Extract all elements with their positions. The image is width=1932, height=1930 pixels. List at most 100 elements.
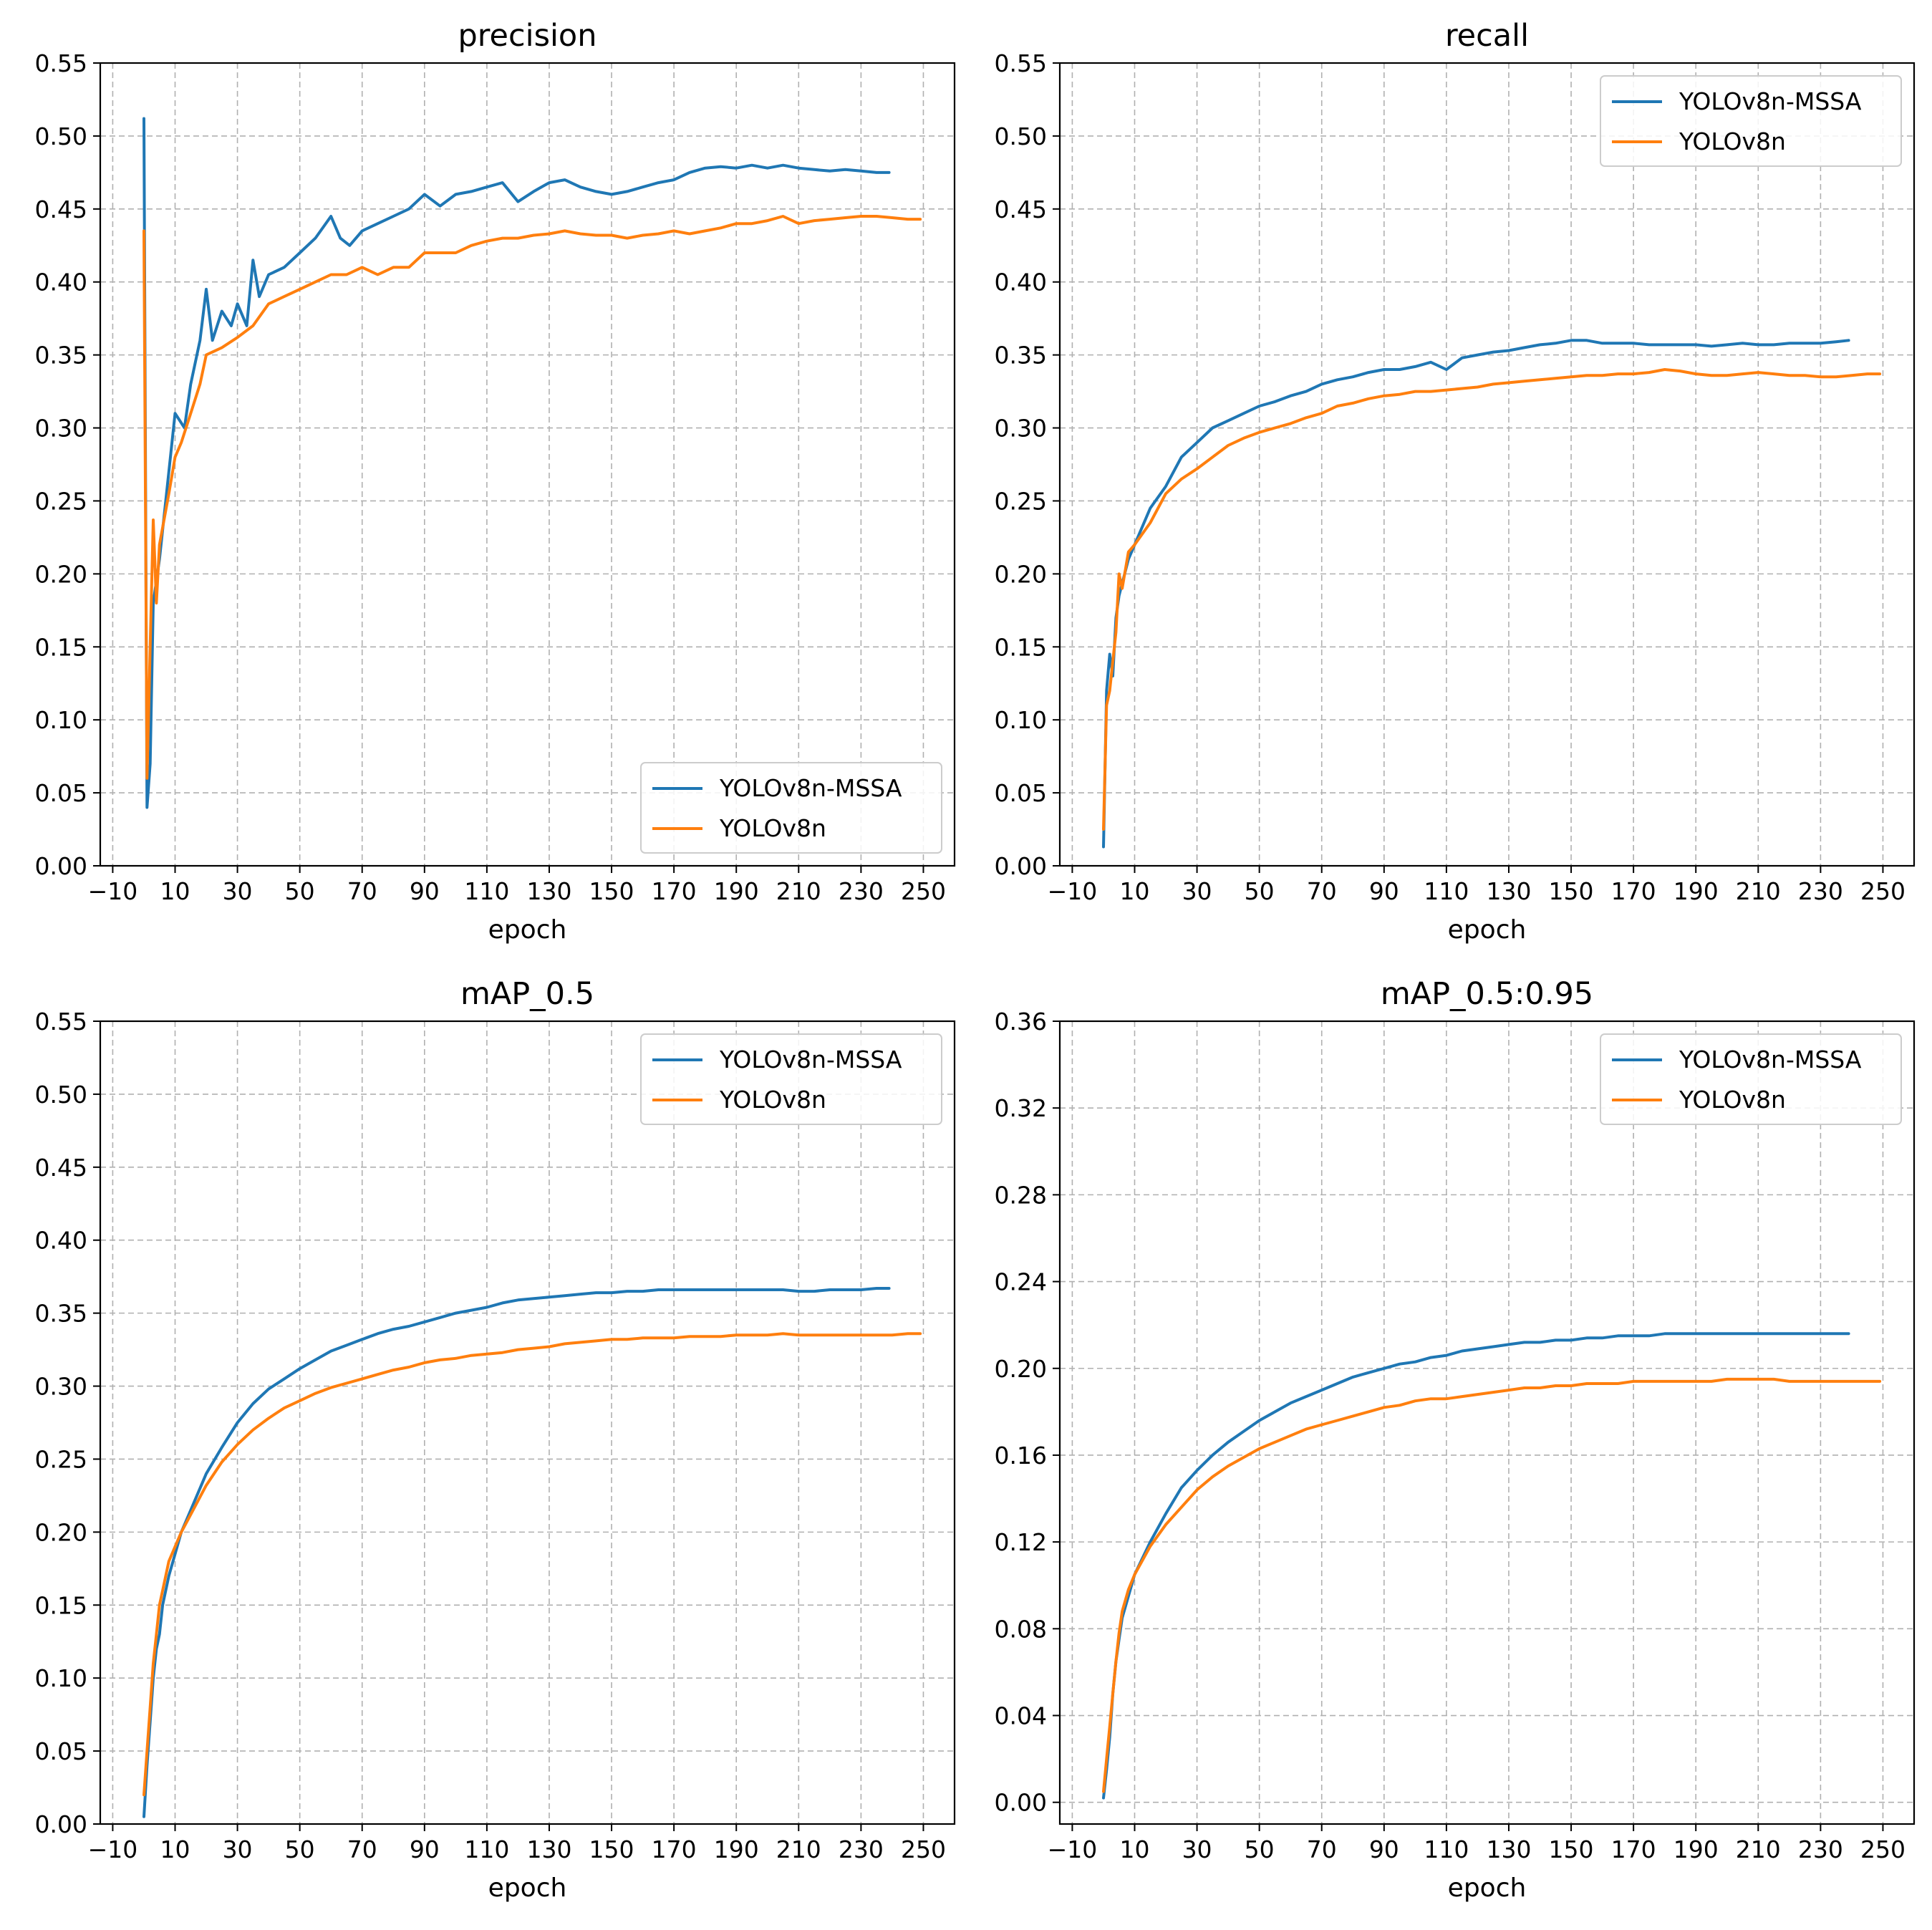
y-tick-label: 0.10 <box>35 1664 87 1692</box>
x-tick-label: 70 <box>1307 1835 1337 1863</box>
x-tick-label: 90 <box>1369 877 1399 905</box>
chart-panel-1: −10 10 30 50 70 90 110 130 150 170 190 210 230 250 0.0… <box>995 18 1916 945</box>
x-tick-label: 190 <box>714 877 759 905</box>
x-tick-label: 50 <box>1245 1835 1275 1863</box>
axes-frame <box>1058 1020 1916 1825</box>
x-tick-label: −10 <box>88 877 138 905</box>
x-axis-label: epoch <box>1448 1873 1527 1903</box>
x-axis-label: epoch <box>1448 915 1527 945</box>
legend-box <box>1600 75 1902 167</box>
legend-label: YOLOv8n-MSSA <box>1679 1046 1862 1073</box>
x-tick-label: 130 <box>1486 1835 1531 1863</box>
x-tick-label: 30 <box>223 877 253 905</box>
x-tick-label: 130 <box>526 1835 571 1863</box>
y-tick-label: 0.05 <box>995 779 1047 807</box>
legend: YOLOv8n-MSSA YOLOv8n <box>640 1033 942 1125</box>
y-tick-label: 0.00 <box>35 1810 87 1838</box>
x-tick-label: 230 <box>1798 1835 1843 1863</box>
plot-area <box>100 1021 955 1824</box>
x-tick-label: 170 <box>652 877 697 905</box>
x-tick-label: 110 <box>464 877 509 905</box>
y-tick-label: 0.50 <box>35 122 87 150</box>
x-tick-label: 150 <box>589 1835 634 1863</box>
legend: YOLOv8n-MSSA YOLOv8n <box>640 762 942 854</box>
series-line-yolov8n-mssa <box>1102 339 1850 849</box>
series-line-yolov8n-mssa <box>1102 1332 1850 1800</box>
y-tick-label: 0.28 <box>995 1181 1047 1209</box>
x-tick-label: −10 <box>1048 1835 1098 1863</box>
chart-title: precision <box>458 18 597 54</box>
x-tick-label: 210 <box>776 877 821 905</box>
x-tick-label: 50 <box>285 1835 315 1863</box>
y-tick-label: 0.45 <box>995 196 1047 223</box>
legend-box <box>640 762 942 854</box>
y-tick-label: 0.25 <box>995 487 1047 515</box>
y-tick-label: 0.55 <box>35 49 87 77</box>
y-tick-label: 0.40 <box>995 269 1047 296</box>
x-tick-label: 190 <box>1673 1835 1719 1863</box>
x-tick-label: 10 <box>160 1835 190 1863</box>
x-tick-label: 30 <box>223 1835 253 1863</box>
x-tick-label: 150 <box>589 877 634 905</box>
y-tick-label: 0.15 <box>995 633 1047 661</box>
x-tick-label: 210 <box>776 1835 821 1863</box>
x-tick-label: 50 <box>285 877 315 905</box>
x-tick-label: 230 <box>1798 877 1843 905</box>
chart-panel-0: −10 10 30 50 70 90 110 130 150 170 190 210 230 250 0.0… <box>35 18 956 945</box>
legend-box <box>640 1033 942 1125</box>
plot-area <box>1060 63 1914 866</box>
x-axis-label: epoch <box>488 915 567 945</box>
series-line-yolov8n-mssa <box>143 117 891 809</box>
x-tick-label: −10 <box>88 1835 138 1863</box>
chart-title: recall <box>1445 18 1529 54</box>
y-tick-label: 0.35 <box>35 342 87 370</box>
axes-frame <box>99 62 956 867</box>
y-tick-label: 0.32 <box>995 1094 1047 1122</box>
chart-panel-2: −10 10 30 50 70 90 110 130 150 170 190 210 230 250 0.0… <box>35 976 956 1903</box>
y-tick-label: 0.00 <box>995 852 1047 880</box>
y-tick-label: 0.10 <box>995 706 1047 734</box>
legend-label: YOLOv8n-MSSA <box>1679 87 1862 115</box>
y-tick-label: 0.20 <box>995 1355 1047 1383</box>
chart-title: mAP_0.5 <box>460 976 594 1012</box>
y-tick-label: 0.08 <box>995 1615 1047 1643</box>
y-tick-label: 0.16 <box>995 1442 1047 1470</box>
x-tick-label: 150 <box>1549 877 1594 905</box>
legend-label: YOLOv8n <box>719 1086 826 1114</box>
legend-label: YOLOv8n-MSSA <box>719 774 902 802</box>
legend-box <box>1600 1033 1902 1125</box>
x-tick-label: 70 <box>347 1835 377 1863</box>
x-tick-label: 10 <box>160 877 190 905</box>
y-tick-label: 0.04 <box>995 1702 1047 1730</box>
x-tick-label: 190 <box>1673 877 1719 905</box>
y-tick-label: 0.20 <box>35 560 87 588</box>
x-tick-label: 210 <box>1736 1835 1781 1863</box>
x-tick-label: 90 <box>410 1835 440 1863</box>
legend-label: YOLOv8n <box>1679 127 1786 155</box>
y-tick-label: 0.35 <box>35 1300 87 1328</box>
y-tick-label: 0.12 <box>995 1528 1047 1556</box>
x-tick-label: 170 <box>652 1835 697 1863</box>
y-tick-label: 0.05 <box>35 779 87 807</box>
x-axis-label: epoch <box>488 1873 567 1903</box>
x-tick-label: 90 <box>410 877 440 905</box>
y-tick-label: 0.40 <box>35 269 87 296</box>
legend: YOLOv8n-MSSA YOLOv8n <box>1600 1033 1902 1125</box>
legend: YOLOv8n-MSSA YOLOv8n <box>1600 75 1902 167</box>
x-tick-label: 110 <box>1424 1835 1469 1863</box>
series-line-yolov8n <box>1102 368 1882 831</box>
y-tick-label: 0.50 <box>995 122 1047 150</box>
y-tick-label: 0.45 <box>35 196 87 223</box>
y-tick-label: 0.05 <box>35 1737 87 1765</box>
x-tick-label: 250 <box>901 1835 946 1863</box>
chart-title: mAP_0.5:0.95 <box>1381 976 1593 1012</box>
y-tick-label: 0.55 <box>995 49 1047 77</box>
x-tick-label: 10 <box>1119 1835 1149 1863</box>
x-tick-label: 230 <box>839 1835 884 1863</box>
x-tick-label: 110 <box>464 1835 509 1863</box>
y-tick-label: 0.30 <box>35 1373 87 1401</box>
y-tick-label: 0.30 <box>35 415 87 443</box>
x-tick-label: 230 <box>839 877 884 905</box>
x-tick-label: 30 <box>1182 1835 1212 1863</box>
